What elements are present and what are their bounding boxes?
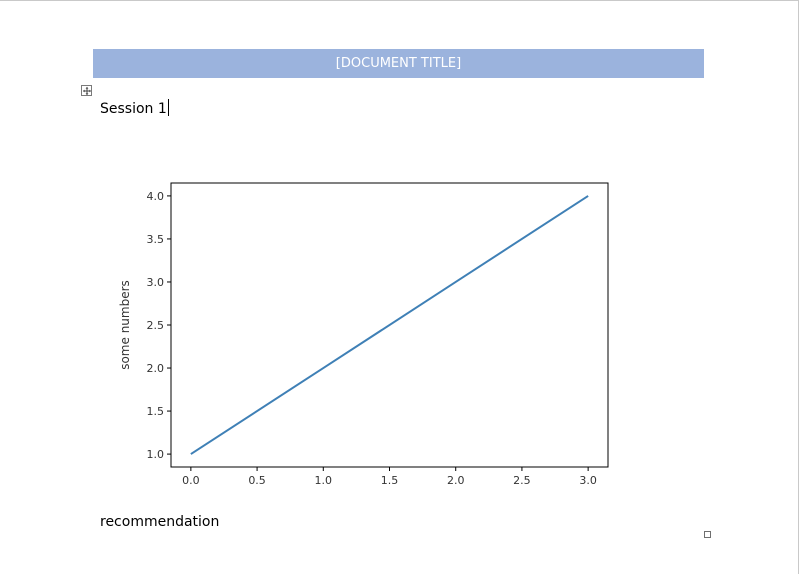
x-tick-label: 3.0 — [579, 474, 597, 487]
x-tick-label: 1.0 — [315, 474, 333, 487]
x-tick-label: 2.0 — [447, 474, 465, 487]
session-text[interactable]: Session 1 — [100, 101, 167, 117]
text-cursor — [167, 99, 169, 116]
x-tick-label: 2.5 — [513, 474, 531, 487]
document-title[interactable]: [DOCUMENT TITLE] — [335, 56, 462, 71]
x-tick-label: 0.0 — [182, 474, 200, 487]
x-tick-label: 0.5 — [248, 474, 265, 487]
session-paragraph[interactable]: Session 1 — [100, 99, 169, 117]
y-tick-label: 2.0 — [147, 362, 165, 375]
recommendation-paragraph[interactable]: recommendation — [100, 514, 220, 530]
line-chart: 0.0 0.5 1.0 1.5 2.0 2.5 3.0 1.0 1.5 2.0 2.5 3.0 3.5 4… — [118, 182, 609, 487]
y-tick-label: 1.5 — [147, 405, 165, 418]
y-tick-label: 1.0 — [147, 448, 165, 461]
y-axis-label: some numbers — [118, 280, 132, 370]
y-tick-label: 3.5 — [147, 233, 165, 246]
y-tick-label: 4.0 — [147, 190, 165, 203]
move-handle-icon[interactable] — [81, 85, 92, 96]
series-line — [190, 195, 589, 455]
x-tick-label: 1.5 — [381, 474, 399, 487]
document-title-banner[interactable]: [DOCUMENT TITLE] — [93, 49, 704, 78]
y-tick-label: 3.0 — [147, 276, 165, 289]
resize-handle-icon[interactable] — [704, 531, 711, 538]
y-tick-label: 2.5 — [147, 319, 165, 332]
embedded-chart[interactable]: 0.0 0.5 1.0 1.5 2.0 2.5 3.0 1.0 1.5 2.0 2.5 3.0 3.5 4… — [112, 170, 622, 505]
